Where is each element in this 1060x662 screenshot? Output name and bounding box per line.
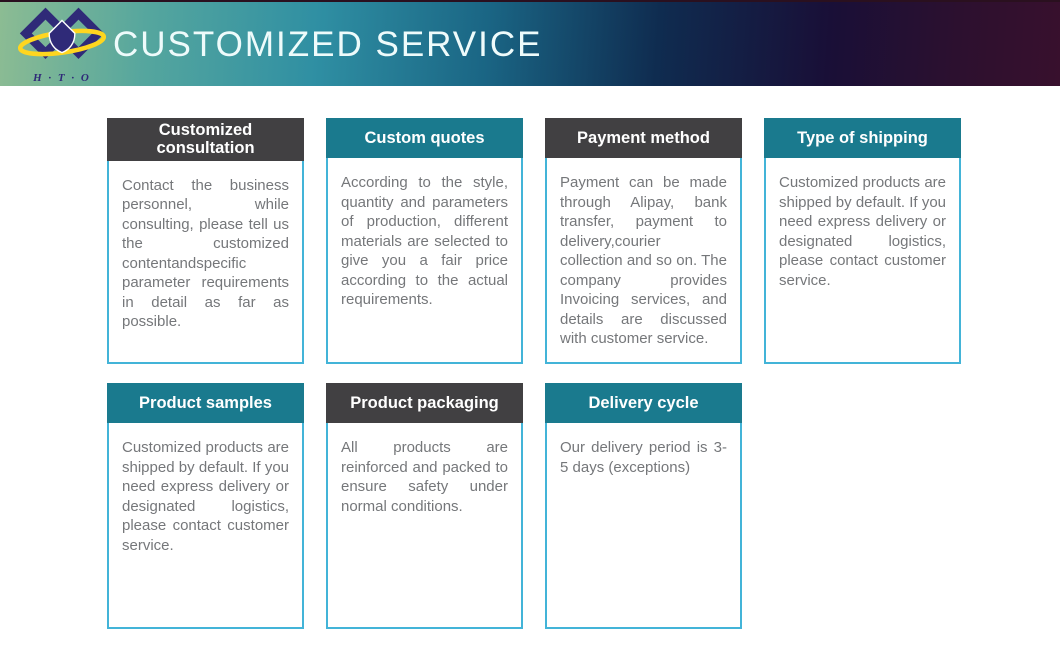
logo-text: H · T · O: [33, 72, 91, 84]
card-header: Type of shipping: [764, 118, 961, 158]
card-header: Product packaging: [326, 383, 523, 423]
card-body-text: According to the style, quantity and par…: [341, 174, 508, 308]
card-header: Product samples: [107, 383, 304, 423]
card-body-text: Contact the business personnel, while co…: [122, 176, 289, 331]
card-product-packaging: Product packaging All products are reinf…: [326, 383, 523, 629]
card-customized-consultation: Customized consultation Contact the busi…: [107, 118, 304, 364]
card-product-samples: Product samples Customized products are …: [107, 383, 304, 629]
card-body-text: Payment can be made through Alipay, bank…: [560, 174, 727, 347]
card-body-text: Our delivery period is 3-5 days (excepti…: [560, 439, 727, 476]
card-delivery-cycle: Delivery cycle Our delivery period is 3-…: [545, 383, 742, 629]
card-type-of-shipping: Type of shipping Customized products are…: [764, 118, 961, 364]
card-header: Customized consultation: [107, 118, 304, 161]
card-header: Delivery cycle: [545, 383, 742, 423]
card-payment-method: Payment method Payment can be made throu…: [545, 118, 742, 364]
card-body-text: Customized products are shipped by defau…: [122, 439, 289, 554]
page-title: CUSTOMIZED SERVICE: [113, 25, 543, 64]
card-body-text: All products are reinforced and packed t…: [341, 439, 508, 515]
card-header: Custom quotes: [326, 118, 523, 158]
diamond-ring-logo-icon: [17, 7, 107, 59]
card-body-text: Customized products are shipped by defau…: [779, 174, 946, 289]
card-header: Payment method: [545, 118, 742, 158]
service-cards-grid: Customized consultation Contact the busi…: [107, 118, 961, 629]
card-custom-quotes: Custom quotes According to the style, qu…: [326, 118, 523, 364]
page-banner: H · T · O CUSTOMIZED SERVICE: [0, 0, 1060, 86]
company-logo: H · T · O: [16, 5, 108, 84]
